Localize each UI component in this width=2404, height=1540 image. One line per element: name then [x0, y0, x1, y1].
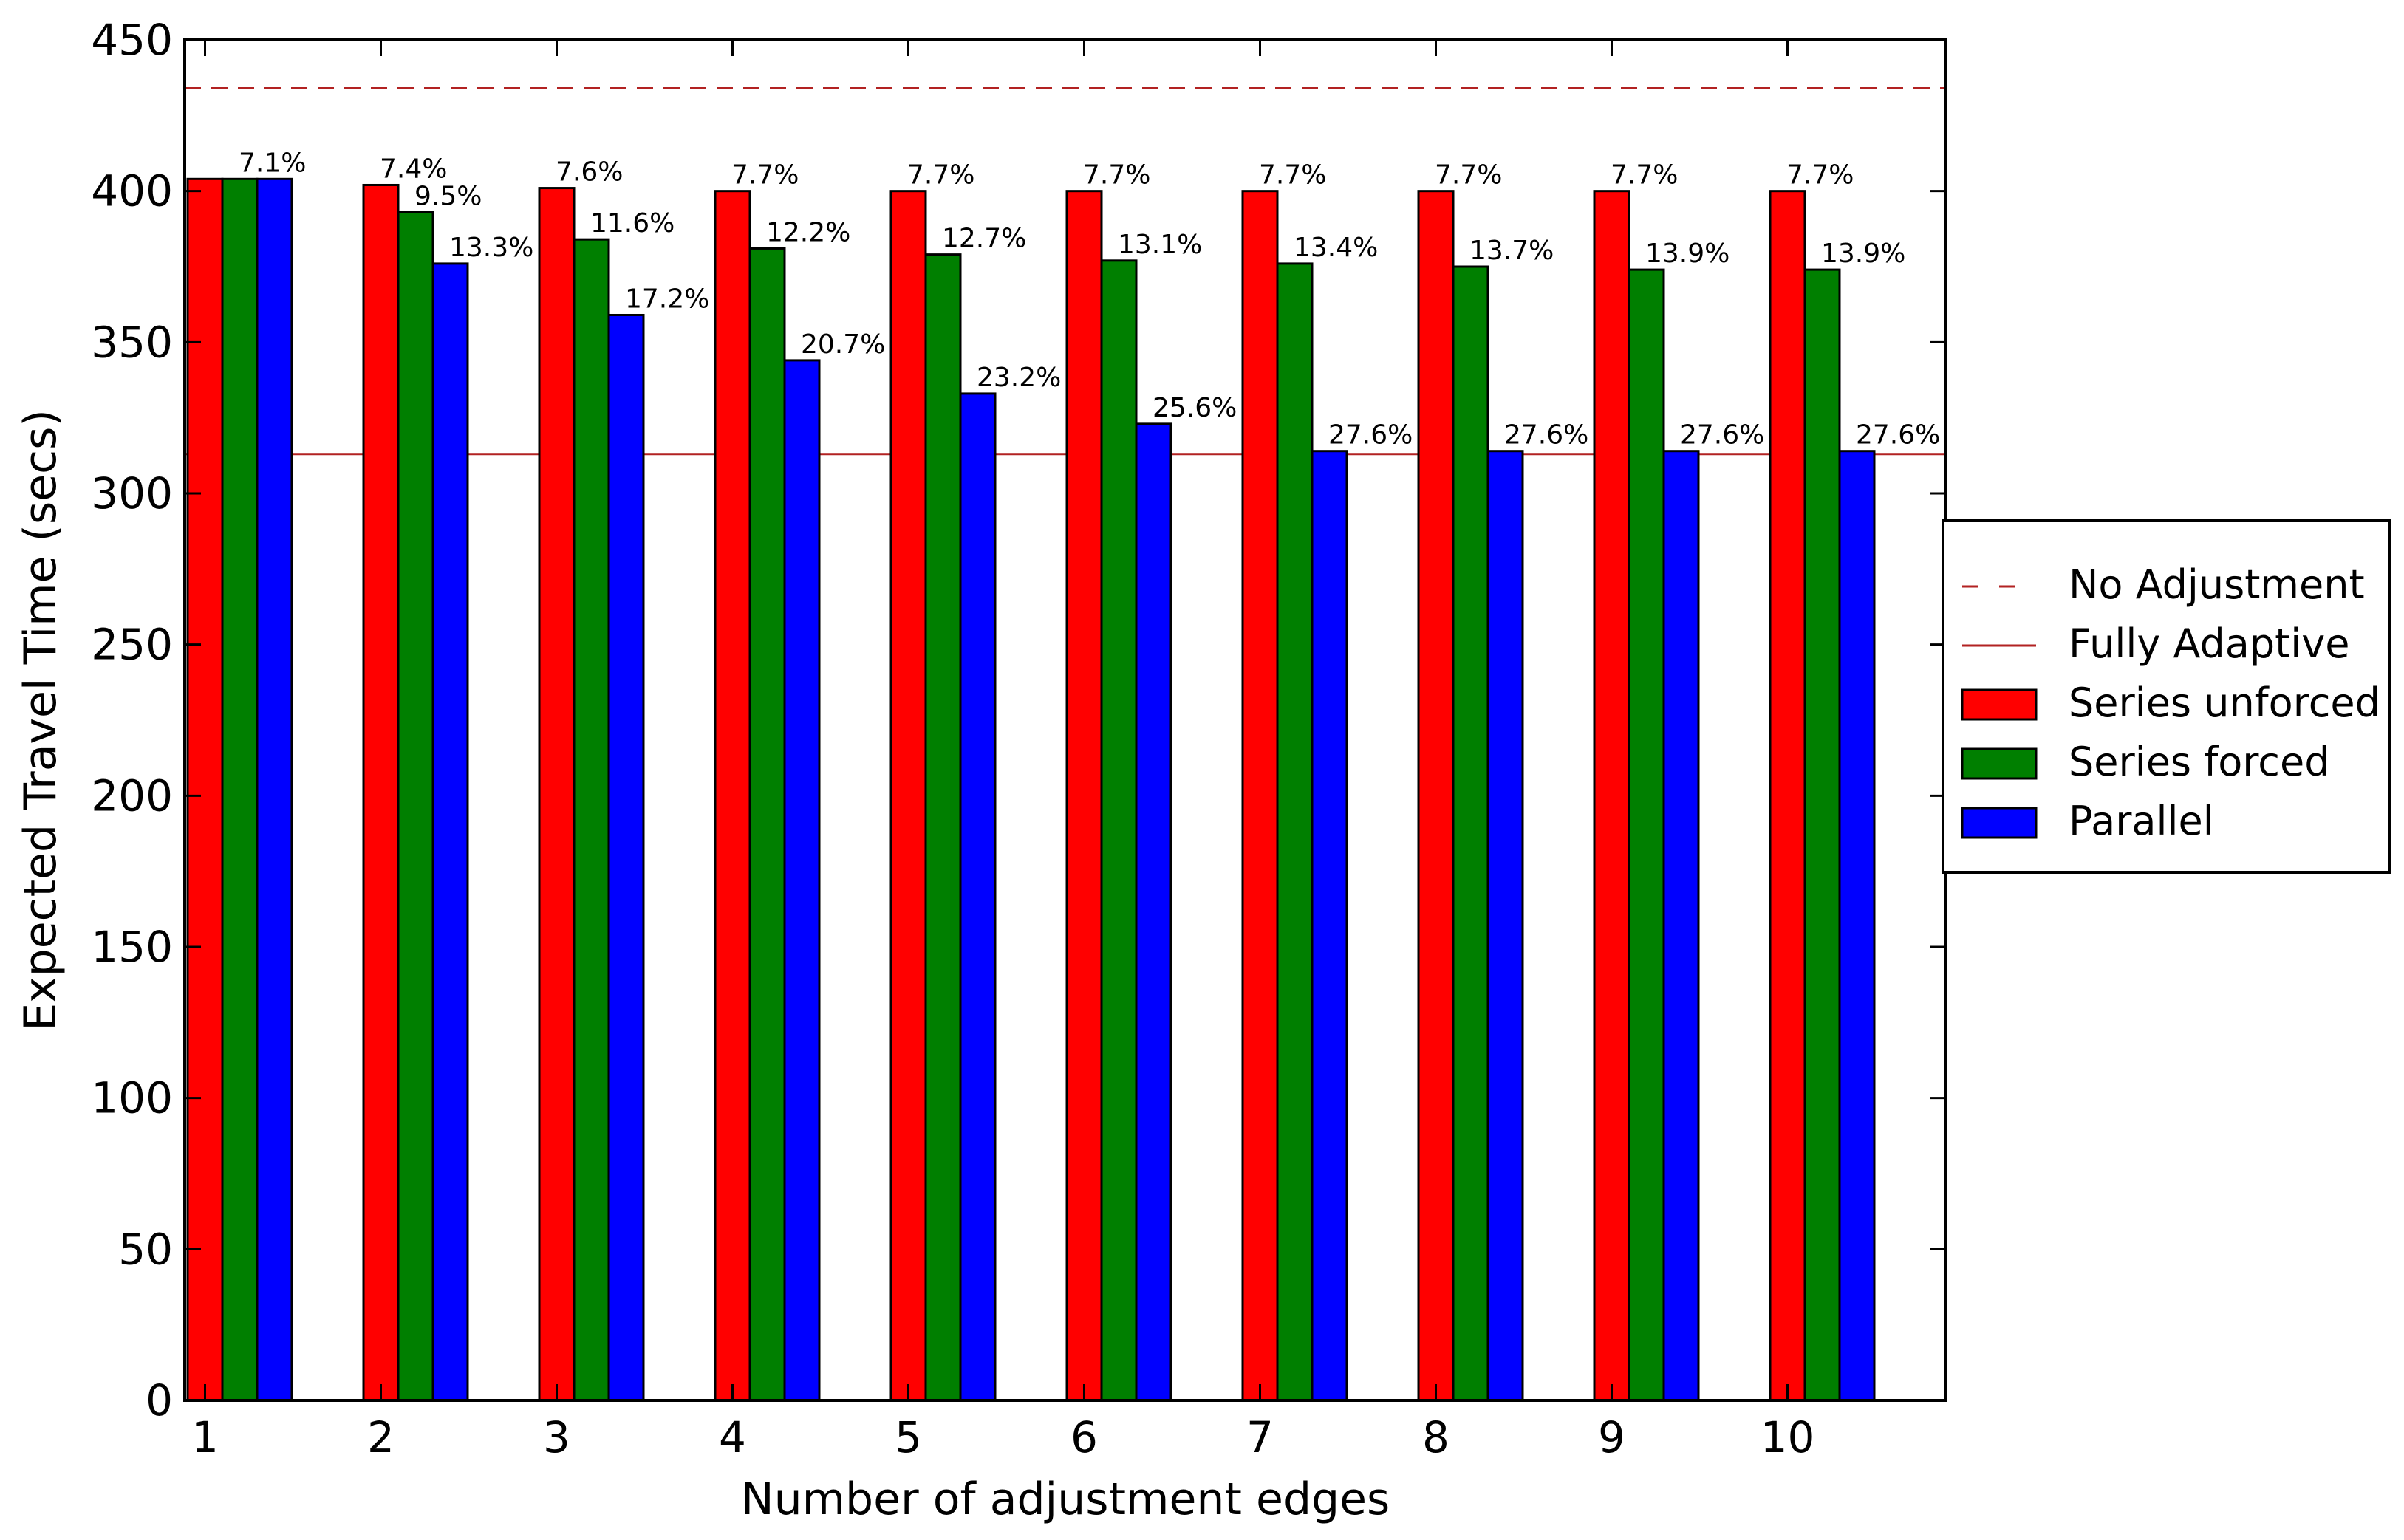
data-label: 13.4%	[1294, 233, 1378, 263]
data-label: 13.1%	[1118, 230, 1202, 260]
data-label: 13.9%	[1821, 239, 1905, 269]
x-tick-label: 8	[1422, 1412, 1449, 1462]
y-tick-label: 400	[91, 166, 173, 216]
bar-series-unforced-7	[1241, 190, 1279, 1402]
y-tick-label: 0	[146, 1375, 173, 1426]
data-label: 27.6%	[1328, 420, 1413, 451]
y-tick-label: 200	[91, 770, 173, 821]
x-axis-label: Number of adjustment edges	[741, 1474, 1390, 1525]
bar-series-unforced-8	[1417, 190, 1455, 1402]
bar-series-forced-5	[924, 253, 962, 1402]
legend-swatch	[1961, 688, 2038, 721]
bar-parallel-2	[431, 262, 469, 1402]
legend-label: No Adjustment	[2069, 561, 2365, 608]
legend-label: Series unforced	[2069, 680, 2380, 726]
data-label: 7.6%	[556, 157, 623, 188]
bar-parallel-3	[607, 313, 645, 1402]
bar-series-unforced-1	[186, 177, 224, 1402]
bar-series-unforced-9	[1593, 190, 1630, 1402]
bar-series-forced-4	[748, 247, 786, 1402]
bar-series-unforced-2	[362, 183, 400, 1402]
data-label: 13.3%	[449, 233, 533, 263]
data-label: 12.2%	[766, 217, 850, 247]
y-tick-label: 150	[91, 922, 173, 972]
y-tick-label: 50	[118, 1224, 173, 1274]
legend-label: Parallel	[2069, 798, 2214, 844]
bar-parallel-6	[1135, 422, 1172, 1402]
bar-series-forced-6	[1100, 259, 1138, 1402]
bar-parallel-4	[783, 359, 821, 1402]
bar-series-unforced-4	[714, 190, 751, 1402]
bar-series-forced-8	[1452, 265, 1489, 1402]
data-label: 27.6%	[1504, 420, 1588, 451]
bar-series-forced-7	[1276, 262, 1314, 1402]
data-label: 7.7%	[907, 160, 974, 191]
x-tick-label: 3	[543, 1412, 570, 1462]
legend-label: Fully Adaptive	[2069, 620, 2349, 667]
data-label: 11.6%	[590, 208, 675, 239]
data-label: 13.7%	[1469, 236, 1554, 266]
bar-parallel-9	[1662, 450, 1700, 1402]
y-axis-label: Expected Travel Time (secs)	[15, 409, 66, 1031]
bar-parallel-5	[959, 392, 997, 1402]
data-label: 7.7%	[1083, 160, 1150, 191]
data-label: 12.7%	[942, 224, 1026, 254]
bar-series-unforced-10	[1769, 190, 1806, 1402]
legend-swatch	[1961, 747, 2038, 780]
bar-parallel-8	[1486, 450, 1524, 1402]
bar-series-forced-3	[573, 238, 610, 1402]
legend-swatch	[1961, 807, 2038, 839]
data-label: 7.1%	[239, 148, 306, 178]
bar-parallel-1	[256, 177, 293, 1402]
bar-series-unforced-3	[538, 187, 576, 1402]
x-tick-label: 7	[1246, 1412, 1274, 1462]
data-label: 7.4%	[380, 154, 447, 184]
data-label: 7.7%	[1611, 160, 1678, 191]
x-tick-label: 4	[719, 1412, 746, 1462]
data-label: 7.7%	[1435, 160, 1502, 191]
data-label: 23.2%	[977, 363, 1061, 393]
bar-parallel-7	[1311, 450, 1348, 1402]
legend-label: Series forced	[2069, 739, 2329, 785]
bar-series-forced-9	[1628, 268, 1665, 1402]
x-tick-label: 5	[895, 1412, 922, 1462]
data-label: 27.6%	[1856, 420, 1940, 451]
bar-series-forced-1	[221, 177, 259, 1402]
y-tick-label: 300	[91, 468, 173, 519]
x-tick-label: 6	[1070, 1412, 1098, 1462]
data-label: 7.7%	[731, 160, 799, 191]
data-label: 7.7%	[1786, 160, 1854, 191]
y-tick-label: 350	[91, 317, 173, 367]
x-tick-label: 9	[1598, 1412, 1625, 1462]
x-tick-label: 10	[1761, 1412, 1815, 1462]
data-label: 27.6%	[1680, 420, 1764, 451]
data-label: 9.5%	[414, 181, 482, 211]
bar-series-unforced-6	[1065, 190, 1103, 1402]
data-label: 20.7%	[801, 329, 885, 360]
bar-series-forced-10	[1803, 268, 1841, 1402]
data-label: 17.2%	[625, 284, 709, 314]
bar-parallel-10	[1838, 450, 1876, 1402]
x-tick-label: 1	[191, 1412, 219, 1462]
y-tick-label: 100	[91, 1073, 173, 1123]
x-tick-label: 2	[367, 1412, 395, 1462]
bar-series-forced-2	[397, 211, 434, 1402]
y-tick-label: 450	[91, 15, 173, 65]
data-label: 7.7%	[1259, 160, 1326, 191]
data-label: 25.6%	[1153, 393, 1237, 423]
y-tick-label: 250	[91, 620, 173, 670]
bar-series-unforced-5	[889, 190, 927, 1402]
data-label: 13.9%	[1645, 239, 1729, 269]
